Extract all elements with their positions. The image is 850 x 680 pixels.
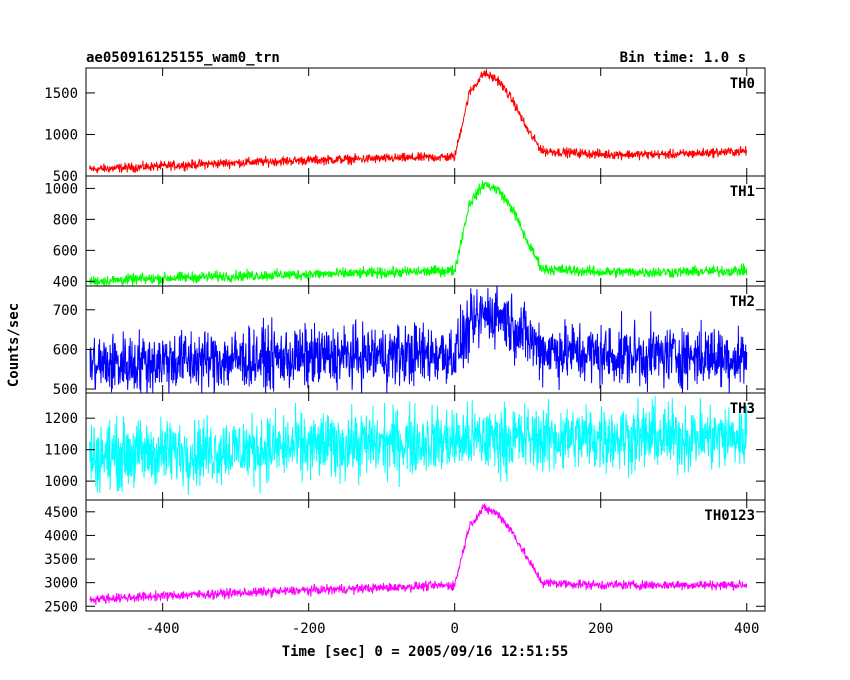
panel-label-th0: TH0	[730, 76, 755, 92]
panel-th0: 500 1000 1500 TH0	[44, 67, 766, 185]
y-tick-label: 1000	[44, 474, 78, 490]
y-tick-label: 400	[53, 274, 78, 290]
series-line-th0	[89, 69, 748, 174]
y-tick-label: 3500	[44, 552, 78, 568]
panel-frame	[85, 67, 766, 177]
panel-frame	[85, 285, 766, 394]
panel-th3: 1000 1100 1200 TH3	[44, 392, 766, 501]
y-tick-label: 2500	[44, 599, 78, 615]
y-tick-label: 1200	[44, 411, 78, 427]
panel-th0123: 2500 3000 3500 4000 4500 TH0123	[44, 499, 766, 615]
y-axis-label: Counts/sec	[6, 303, 22, 387]
y-tick-label: 1000	[44, 127, 78, 143]
y-tick-label: 1100	[44, 443, 78, 459]
x-tick-label: 200	[588, 621, 613, 637]
y-tick-label: 3000	[44, 576, 78, 592]
panel-frame	[85, 499, 766, 612]
chart-title: ae050916125155_wam0_trn	[86, 50, 280, 66]
y-tick-label: 1500	[44, 86, 78, 102]
panel-label-th0123: TH0123	[704, 508, 755, 524]
panel-label-th1: TH1	[730, 184, 755, 200]
series-line-th2	[89, 286, 748, 393]
panel-label-th3: TH3	[730, 401, 755, 417]
x-tick-label: -400	[146, 621, 180, 637]
y-tick-label: 500	[53, 382, 78, 398]
y-tick-label: 700	[53, 303, 78, 319]
series-line-th0123	[89, 503, 748, 605]
x-tick-label: -200	[292, 621, 326, 637]
x-tick-label: 0	[450, 621, 458, 637]
x-axis-label: Time [sec] 0 = 2005/09/16 12:51:55	[282, 644, 569, 660]
y-tick-label: 4000	[44, 528, 78, 544]
series-line-th1	[89, 180, 748, 286]
x-tick-label: 400	[734, 621, 759, 637]
panel-th1: 400 600 800 1000 TH1	[44, 175, 766, 290]
panel-label-th2: TH2	[730, 294, 755, 310]
y-tick-label: 1000	[44, 181, 78, 197]
y-tick-label: 4500	[44, 505, 78, 521]
y-tick-label: 500	[53, 169, 78, 185]
y-tick-label: 600	[53, 342, 78, 358]
panel-th2: 500 600 700 TH2	[53, 285, 766, 398]
bin-time-label: Bin time: 1.0 s	[620, 50, 746, 66]
y-tick-label: 600	[53, 243, 78, 259]
y-tick-label: 800	[53, 212, 78, 228]
series-line-th3	[89, 396, 748, 496]
